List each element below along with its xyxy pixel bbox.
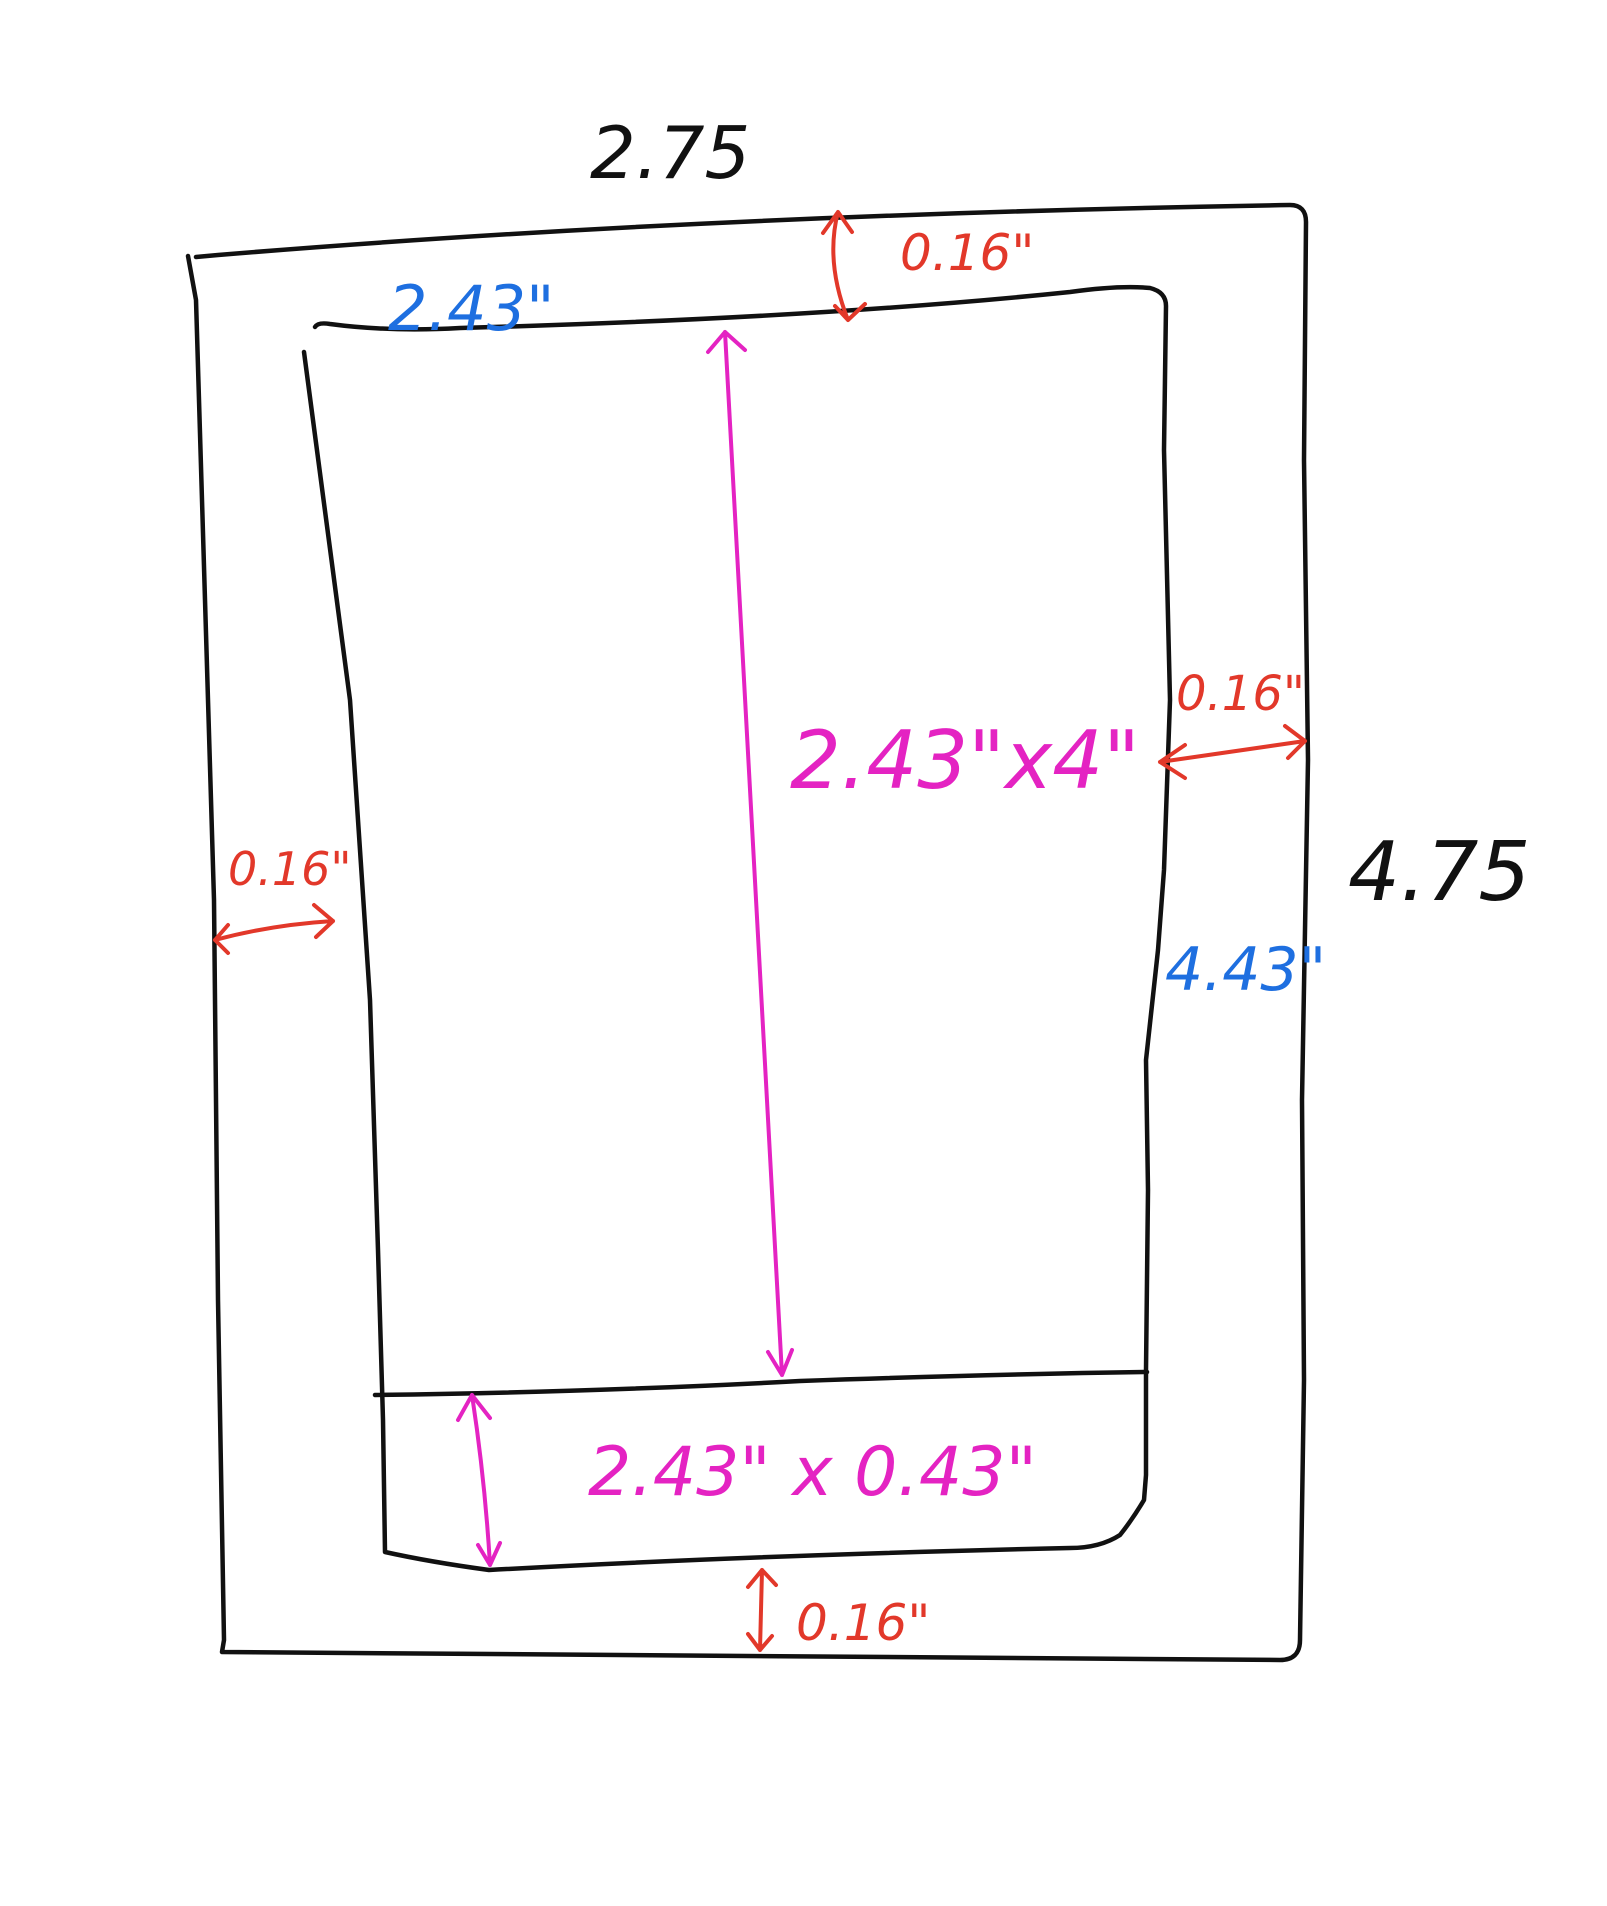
margin-top-label: 0.16" <box>900 224 1034 282</box>
margin-top-arrow <box>821 210 867 322</box>
margin-right-label: 0.16" <box>1176 666 1305 722</box>
bottom-area-arrow <box>456 1393 502 1567</box>
inner-width-label: 2.43" <box>388 272 555 345</box>
margin-right-arrow <box>1158 724 1307 780</box>
margin-left-label: 0.16" <box>228 842 352 896</box>
main-area-arrow <box>706 330 794 1377</box>
outer-width-label: 2.75 <box>590 111 750 195</box>
margin-bottom-arrow <box>746 1568 778 1652</box>
divider-line <box>372 1369 1150 1398</box>
margin-left-arrow <box>213 903 335 955</box>
inner-height-label: 4.43" <box>1165 935 1326 1005</box>
main-area-label: 2.43"x4" <box>790 714 1140 807</box>
outer-frame <box>185 202 1311 1663</box>
inner-frame <box>301 284 1173 1573</box>
outer-height-label: 4.75 <box>1348 825 1531 920</box>
margin-bottom-label: 0.16" <box>796 1594 930 1652</box>
bottom-area-label: 2.43" x 0.43" <box>588 1433 1037 1512</box>
